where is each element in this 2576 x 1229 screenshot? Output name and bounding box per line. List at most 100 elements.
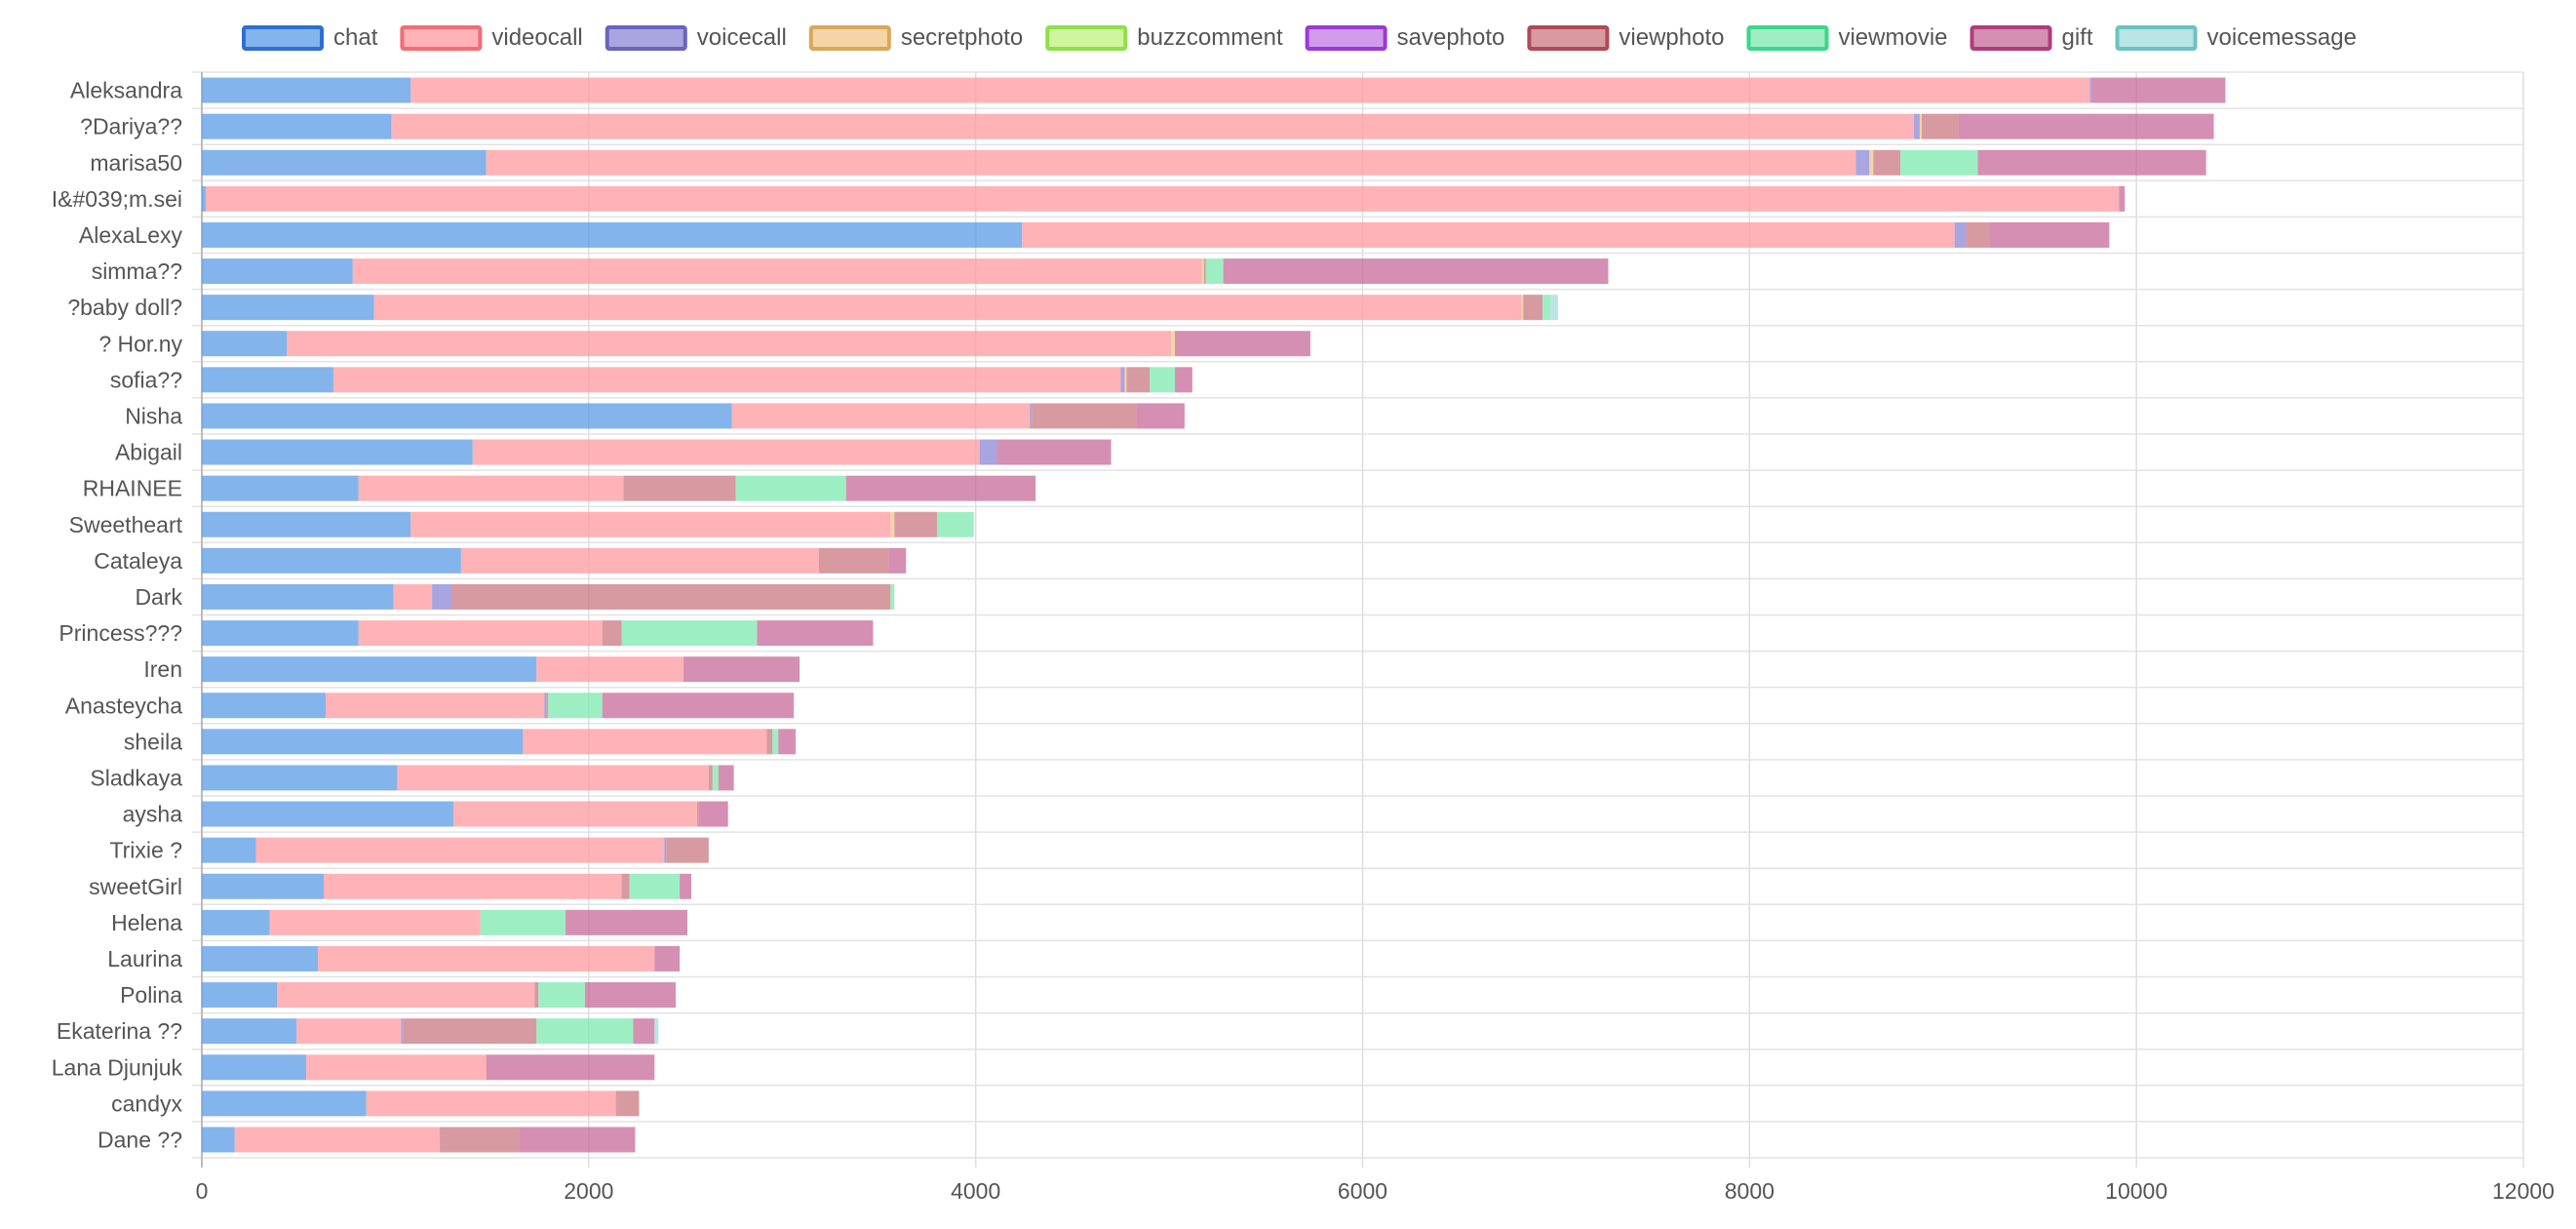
bar-aysha-videocall bbox=[452, 801, 697, 827]
x-tick-label-4000: 4000 bbox=[951, 1178, 1000, 1204]
category-label-nisha: Nisha bbox=[125, 403, 182, 428]
legend-item-gift[interactable]: gift bbox=[1970, 24, 2093, 51]
bar-sladkaya-videocall bbox=[397, 765, 709, 791]
bar-sweetheart-chat bbox=[202, 511, 411, 537]
bar-laurina-gift bbox=[654, 945, 681, 971]
bar-dane-videocall bbox=[234, 1127, 441, 1153]
legend-item-viewphoto[interactable]: viewphoto bbox=[1527, 24, 1724, 51]
bar-sweetgirl-chat bbox=[202, 873, 325, 899]
bar-rhainee-gift bbox=[845, 475, 1036, 501]
bar-anasteycha-viewmovie bbox=[548, 693, 603, 719]
legend-item-savephoto[interactable]: savephoto bbox=[1305, 24, 1505, 51]
bar-abigail-videocall bbox=[472, 439, 980, 465]
bar-cataleya-videocall bbox=[460, 547, 819, 574]
bar-sheila-viewmovie bbox=[772, 729, 779, 755]
category-label-anasteycha: Anasteycha bbox=[65, 693, 182, 718]
bar-sladkaya-viewmovie bbox=[712, 765, 719, 791]
bar-princess-gift bbox=[757, 620, 874, 647]
bar-nisha-voicecall bbox=[1030, 403, 1033, 429]
bar-rhainee-videocall bbox=[358, 475, 624, 501]
bar-helena-chat bbox=[202, 909, 270, 935]
bar-ekaterina-videocall bbox=[296, 1018, 402, 1045]
legend-item-buzzcomment[interactable]: buzzcomment bbox=[1045, 24, 1283, 51]
bar-nisha-viewphoto bbox=[1032, 403, 1137, 429]
legend-item-chat[interactable]: chat bbox=[242, 24, 378, 51]
bar-nisha-gift bbox=[1136, 403, 1185, 429]
bar-simma-gift bbox=[1223, 258, 1609, 285]
bar-ekaterina-viewmovie bbox=[536, 1018, 634, 1045]
bar-dark-viewmovie bbox=[890, 583, 895, 610]
bar-baby-doll-viewmovie bbox=[1542, 295, 1550, 321]
bar-anasteycha-videocall bbox=[325, 693, 545, 719]
x-tick-label-8000: 8000 bbox=[1725, 1178, 1775, 1204]
y-axis-category-labels: Aleksandra ?Dariya?? marisa50 I&#039;m.sei A… bbox=[52, 78, 183, 1153]
bar-sweetheart-secretphoto bbox=[890, 511, 895, 537]
bar-polina-gift bbox=[584, 982, 677, 1009]
bar-dariya-videocall bbox=[391, 113, 1914, 139]
bar-aysha-chat bbox=[202, 801, 453, 827]
category-label-aysha: aysha bbox=[123, 802, 183, 827]
bar-princess-viewmovie bbox=[621, 620, 758, 647]
category-label-abigail: Abigail bbox=[115, 440, 182, 465]
bar-helena-videocall bbox=[269, 909, 481, 935]
legend-item-secretphoto[interactable]: secretphoto bbox=[808, 24, 1023, 51]
legend-item-viewmovie[interactable]: viewmovie bbox=[1746, 24, 1948, 51]
legend-swatch-viewmovie bbox=[1746, 25, 1829, 51]
bar-sweetgirl-viewmovie bbox=[629, 873, 681, 899]
category-label-lana-djunjuk: Lana Djunjuk bbox=[52, 1054, 183, 1080]
bar-sweetheart-videocall bbox=[410, 511, 891, 537]
bar-polina-chat bbox=[202, 982, 278, 1009]
legend-swatch-secretphoto bbox=[808, 25, 891, 51]
category-label-dariya: ?Dariya?? bbox=[80, 114, 182, 139]
bar-rhainee-viewmovie bbox=[735, 475, 846, 501]
legend-swatch-voicemessage bbox=[2115, 25, 2198, 51]
legend-item-voicecall[interactable]: voicecall bbox=[605, 24, 787, 51]
category-label-sweetgirl: sweetGirl bbox=[89, 874, 182, 899]
bar-ekaterina-viewphoto bbox=[403, 1018, 537, 1045]
bar-dark-voicecall bbox=[432, 583, 451, 610]
category-label-dark: Dark bbox=[135, 584, 182, 610]
bar-dariya-viewphoto bbox=[1921, 113, 1959, 139]
bar-iren-gift bbox=[683, 656, 800, 683]
bar-sladkaya-viewphoto bbox=[708, 765, 713, 791]
bar-sheila-gift bbox=[778, 729, 797, 755]
bar-trixie-chat bbox=[202, 837, 256, 863]
bar-marisa50-videocall bbox=[486, 149, 1856, 176]
bar-iren-videocall bbox=[536, 656, 684, 683]
category-label-aleksandra: Aleksandra bbox=[70, 78, 182, 103]
bar-candyx-viewphoto bbox=[615, 1090, 640, 1117]
category-label-helena: Helena bbox=[111, 910, 182, 935]
legend-swatch-savephoto bbox=[1305, 25, 1387, 51]
legend-swatch-viewphoto bbox=[1527, 25, 1610, 51]
bar-lana-djunjuk-chat bbox=[202, 1054, 307, 1081]
bar-aleksandra-voicecall bbox=[2089, 77, 2092, 103]
legend-item-videocall[interactable]: videocall bbox=[400, 24, 583, 51]
bar-cataleya-chat bbox=[202, 547, 461, 574]
bar-hor-ny-gift bbox=[1175, 331, 1310, 357]
bar-ekaterina-gift bbox=[633, 1018, 655, 1045]
bar-marisa50-gift bbox=[1977, 149, 2206, 176]
chart-legend[interactable]: chat videocall voicecall secretphoto buzzcom… bbox=[242, 24, 2357, 51]
bar-baby-doll-secretphoto bbox=[1521, 295, 1524, 321]
bar-dariya-gift bbox=[1958, 113, 2214, 139]
legend-swatch-videocall bbox=[400, 25, 483, 51]
bar-dane-chat bbox=[202, 1127, 235, 1153]
bar-i-039-m-sei-videocall bbox=[205, 185, 2120, 212]
bar-laurina-videocall bbox=[318, 945, 655, 971]
x-tick-label-10000: 10000 bbox=[2105, 1178, 2167, 1204]
bar-sheila-videocall bbox=[523, 729, 767, 755]
bar-abigail-voicecall bbox=[979, 439, 997, 465]
bar-sweetgirl-gift bbox=[680, 873, 691, 899]
bar-baby-doll-videocall bbox=[373, 295, 1522, 321]
bar-dariya-voicecall bbox=[1913, 113, 1920, 139]
category-label-polina: Polina bbox=[120, 982, 182, 1008]
bar-sweetheart-viewphoto bbox=[894, 511, 937, 537]
bar-hor-ny-chat bbox=[202, 331, 288, 357]
legend-label-savephoto: savephoto bbox=[1397, 24, 1505, 51]
legend-item-voicemessage[interactable]: voicemessage bbox=[2115, 24, 2357, 51]
bar-rhainee-viewphoto bbox=[623, 475, 736, 501]
chart-bars bbox=[202, 77, 2226, 1153]
bar-nisha-videocall bbox=[731, 403, 1031, 429]
bar-sweetgirl-viewphoto bbox=[621, 873, 630, 899]
bar-anasteycha-gift bbox=[602, 693, 795, 719]
